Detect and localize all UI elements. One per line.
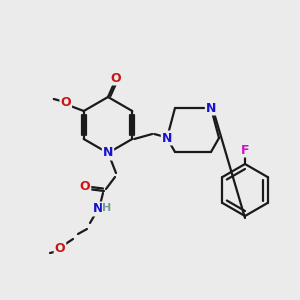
Text: O: O xyxy=(60,97,71,110)
Text: O: O xyxy=(80,181,90,194)
Text: N: N xyxy=(206,101,216,115)
Text: N: N xyxy=(162,131,172,145)
Text: N: N xyxy=(103,146,113,160)
Text: O: O xyxy=(111,71,121,85)
Text: O: O xyxy=(55,242,65,256)
Text: N: N xyxy=(93,202,103,215)
Text: H: H xyxy=(102,203,112,213)
Text: F: F xyxy=(241,143,249,157)
